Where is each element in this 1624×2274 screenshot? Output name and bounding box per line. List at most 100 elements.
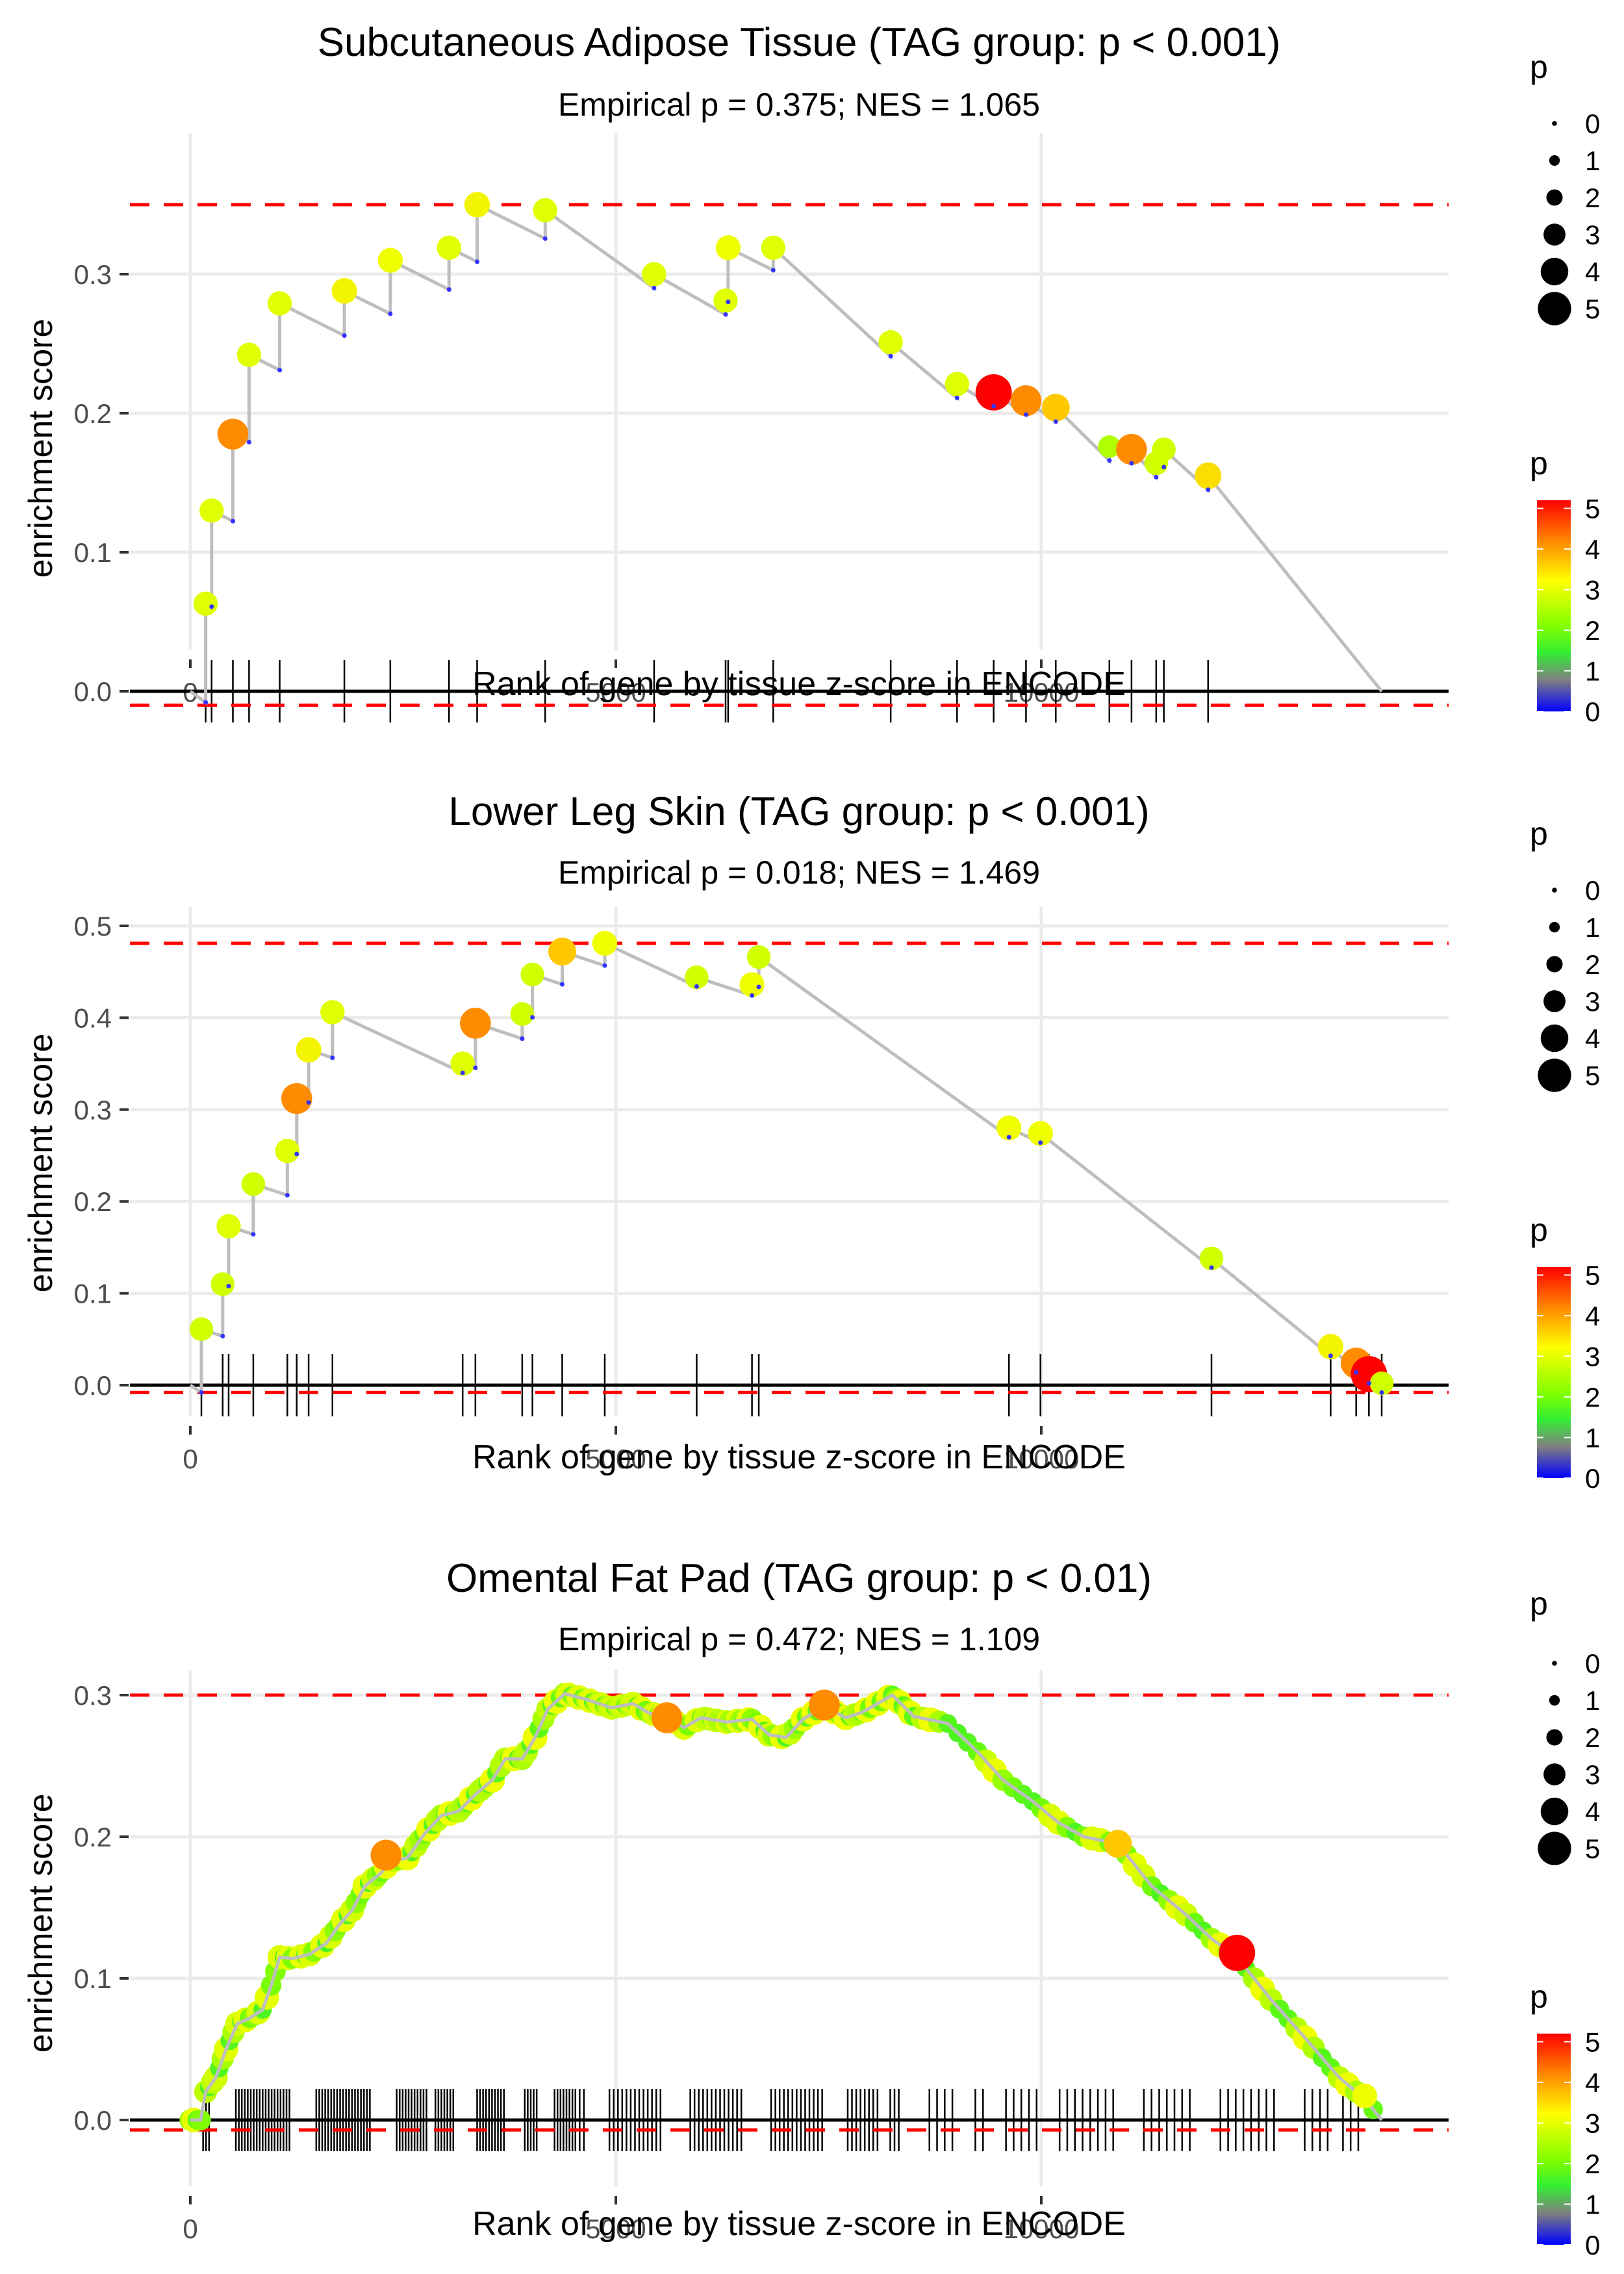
valley-point	[251, 1232, 256, 1237]
x-tick-label: 0	[183, 2214, 197, 2244]
size-legend-label: 5	[1585, 1833, 1600, 1864]
enrichment-point	[370, 1839, 402, 1871]
color-legend-label: 5	[1585, 494, 1600, 524]
color-legend-label: 2	[1585, 1382, 1600, 1412]
y-tick-label: 0.3	[74, 259, 112, 290]
panel-subtitle: Empirical p = 0.375; NES = 1.065	[558, 86, 1040, 123]
enrichment-point	[548, 938, 576, 966]
size-legend-label: 4	[1585, 1023, 1600, 1054]
valley-point	[954, 395, 959, 400]
panel-title: Omental Fat Pad (TAG group: p < 0.01)	[446, 1556, 1152, 1601]
enrichment-point	[1317, 1333, 1344, 1360]
enrichment-point	[1098, 435, 1121, 458]
color-legend-label: 4	[1585, 2067, 1600, 2098]
valley-point	[226, 1283, 231, 1288]
valley-point	[530, 1015, 535, 1020]
valley-point	[1023, 412, 1028, 417]
enrichment-point	[878, 330, 903, 355]
panel-subtitle: Empirical p = 0.018; NES = 1.469	[558, 854, 1040, 891]
panel-lower-leg-skin: Lower Leg Skin (TAG group: p < 0.001) Em…	[22, 789, 1600, 1494]
valley-point	[306, 1100, 311, 1105]
panel-subcutaneous-adipose: Subcutaneous Adipose Tissue (TAG group: …	[22, 20, 1600, 727]
enrichment-point	[739, 972, 765, 997]
valley-point	[1107, 458, 1112, 463]
enrichment-point	[267, 291, 292, 316]
enrichment-point	[460, 1008, 491, 1039]
enrichment-point	[685, 965, 709, 990]
color-legend-bar	[1537, 500, 1571, 711]
enrichment-point	[331, 278, 357, 304]
size-legend-key	[1552, 888, 1557, 893]
enrichment-point	[746, 945, 771, 969]
valley-point	[1206, 487, 1211, 492]
valley-point	[330, 1055, 335, 1060]
valley-point	[446, 287, 451, 292]
x-tick-label: 10000	[1004, 1444, 1080, 1474]
size-legend-key	[1546, 189, 1563, 206]
x-axis-label: Rank of gene by tissue z-score in ENCODE	[472, 1438, 1126, 1476]
x-tick-label: 0	[183, 1444, 197, 1474]
color-legend-label: 0	[1585, 1463, 1600, 1494]
valley-point	[1129, 461, 1134, 466]
color-legend-title: p	[1530, 1212, 1548, 1248]
valley-point	[652, 285, 657, 290]
panel-subtitle: Empirical p = 0.472; NES = 1.109	[558, 1621, 1040, 1657]
enrichment-point	[1152, 437, 1176, 461]
enrichment-point	[1104, 1830, 1132, 1858]
enrichment-point	[642, 262, 666, 287]
valley-point	[246, 440, 251, 445]
enrichment-point	[1116, 433, 1147, 465]
x-tick-label: 10000	[1004, 2214, 1080, 2244]
color-legend-label: 0	[1585, 696, 1600, 727]
enrichment-curve	[189, 201, 1383, 706]
color-legend-bar	[1537, 1267, 1571, 1478]
valley-point	[1038, 1140, 1043, 1145]
size-legend-label: 2	[1585, 183, 1600, 213]
enrichment-point	[217, 418, 249, 450]
size-legend-key	[1540, 1797, 1569, 1826]
valley-point	[1053, 419, 1058, 424]
enrichment-point	[1369, 1371, 1394, 1396]
enrichment-point	[1352, 2083, 1377, 2109]
enrichment-point	[241, 1172, 266, 1196]
size-legend-label: 4	[1585, 257, 1600, 287]
size-legend-label: 2	[1585, 1722, 1600, 1753]
x-tick-label: 5000	[585, 2214, 646, 2244]
color-legend-label: 0	[1585, 2230, 1600, 2260]
y-tick-label: 0.1	[74, 537, 112, 568]
enrichment-point	[464, 192, 490, 218]
valley-point	[473, 1066, 478, 1071]
size-legend-label: 1	[1585, 146, 1600, 176]
valley-point	[888, 353, 893, 359]
size-legend-key	[1543, 990, 1566, 1012]
panel-omental-fat-pad: Omental Fat Pad (TAG group: p < 0.01) Em…	[22, 1556, 1600, 2260]
enrichment-point	[713, 288, 738, 313]
color-legend-label: 4	[1585, 1301, 1600, 1331]
size-legend-label: 1	[1585, 1685, 1600, 1716]
enrichment-point	[1010, 385, 1042, 416]
enrichment-point	[945, 372, 970, 396]
valley-point	[756, 984, 761, 990]
color-legend-label: 1	[1585, 2190, 1600, 2220]
size-legend-key	[1538, 1832, 1571, 1865]
enrichment-point	[592, 930, 618, 956]
valley-point	[1154, 474, 1159, 479]
y-tick-label: 0.0	[74, 2105, 112, 2136]
valley-point	[277, 368, 283, 373]
enrichment-point	[1195, 462, 1222, 489]
y-tick-label: 0.1	[74, 1963, 112, 1994]
color-legend-label: 1	[1585, 656, 1600, 687]
size-legend-key	[1540, 257, 1569, 286]
enrichment-point	[1219, 1934, 1256, 1971]
color-legend-title: p	[1530, 445, 1548, 481]
enrichment-point	[199, 498, 224, 523]
x-tick-label: 5000	[585, 1444, 646, 1474]
enrichment-point	[809, 1689, 840, 1721]
size-legend-key	[1549, 1694, 1560, 1706]
y-tick-label: 0.5	[74, 911, 112, 941]
color-legend-label: 1	[1585, 1423, 1600, 1453]
enrichment-point	[1028, 1121, 1053, 1146]
size-legend-key	[1540, 1024, 1569, 1053]
enrichment-point	[296, 1037, 322, 1063]
